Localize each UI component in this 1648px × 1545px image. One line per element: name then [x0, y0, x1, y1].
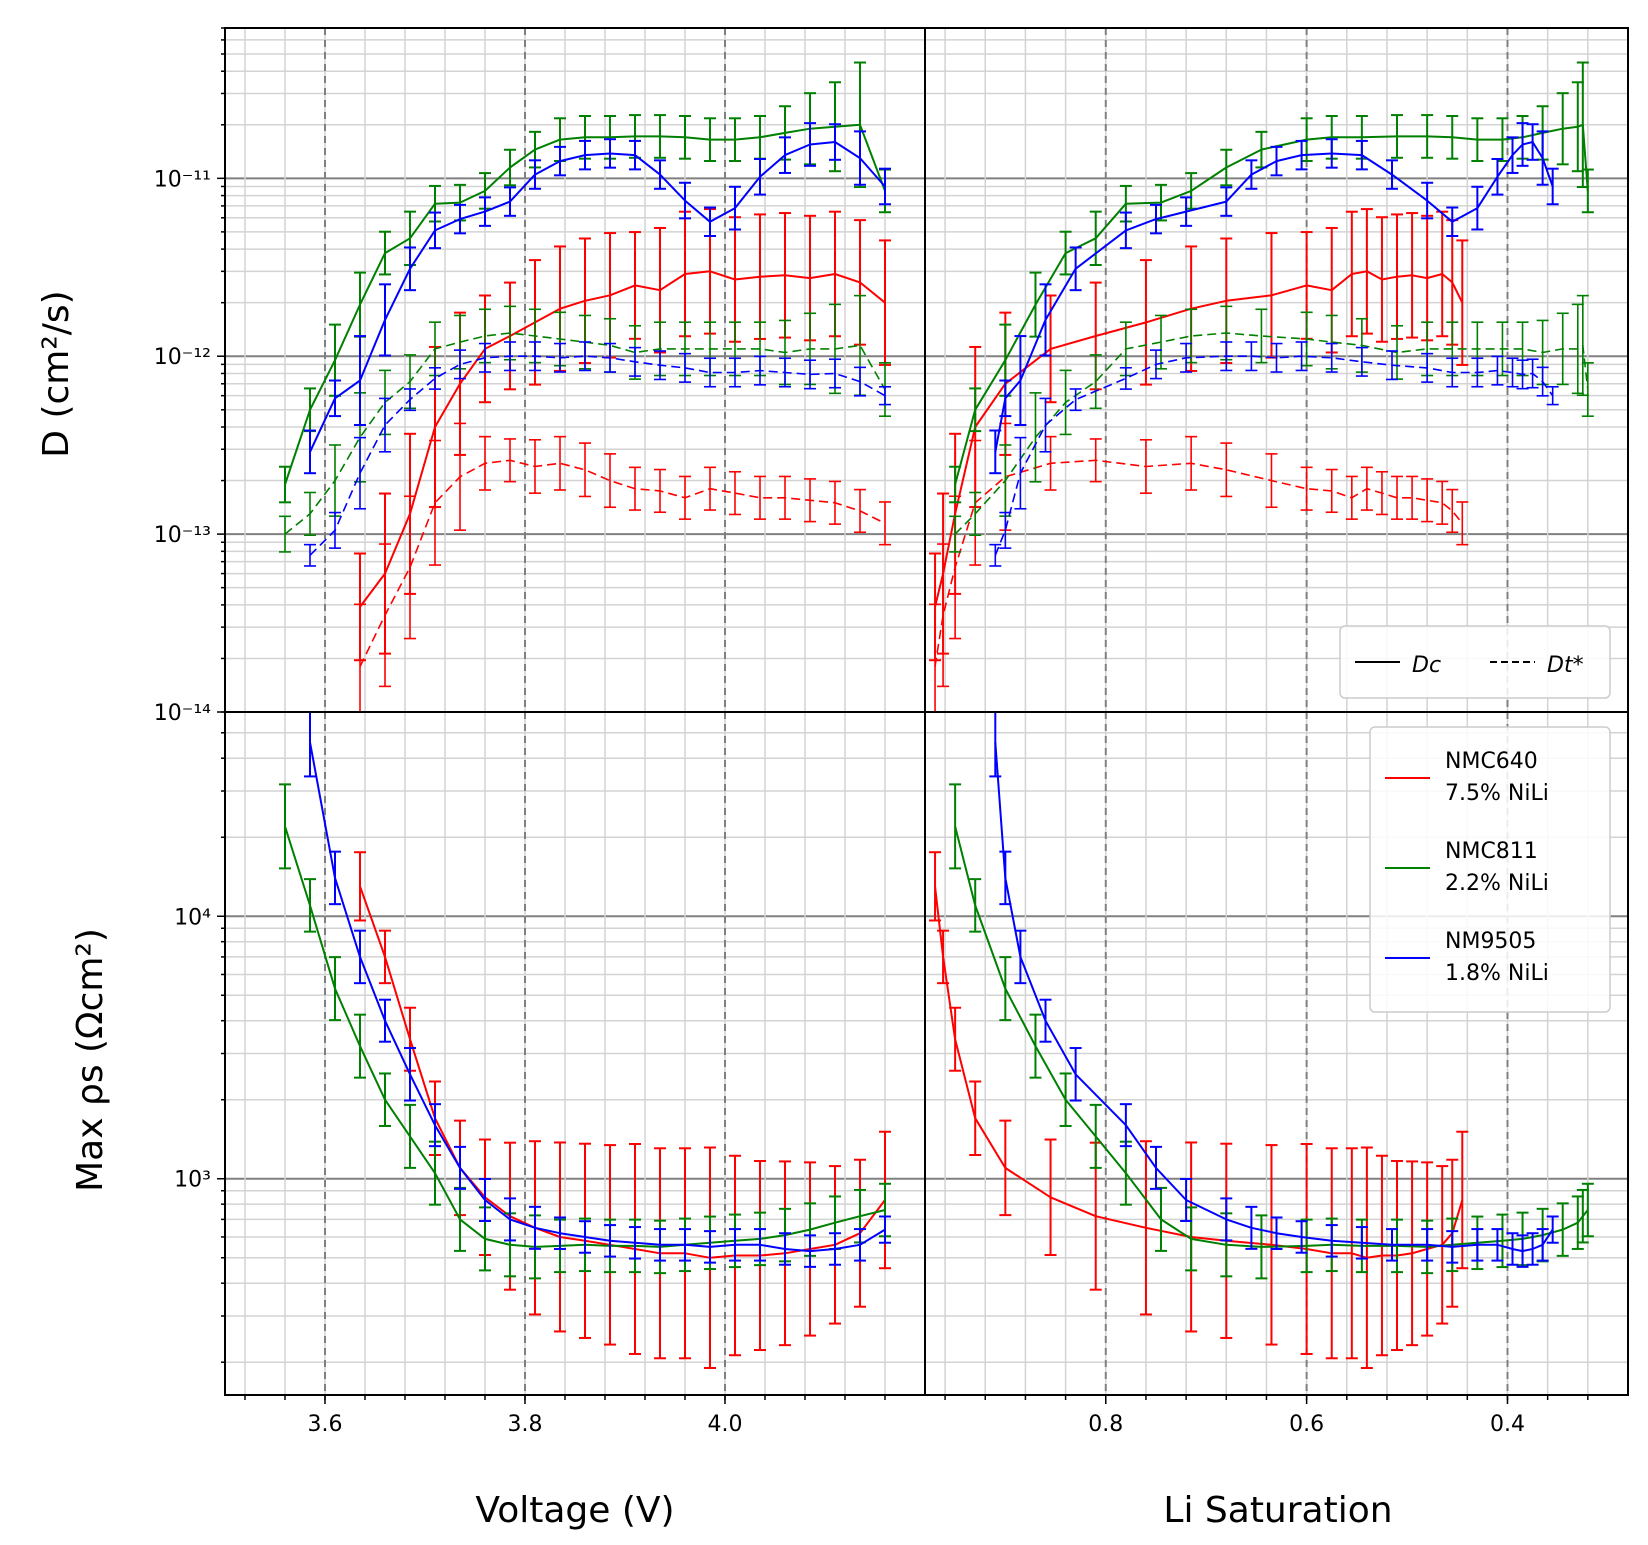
- nm9505-dt-voltage-group: [304, 341, 891, 567]
- nm9505-rho-voltage-line: [309, 742, 886, 1253]
- panel-frame-br: [924, 711, 1629, 1396]
- nmc640-dc-saturation-line: [934, 270, 1464, 608]
- y-tick-label: 10⁻¹⁴: [154, 701, 211, 726]
- x-tick-label: 0.4: [1490, 1412, 1525, 1437]
- legend-label-nmc811: NMC811: [1445, 839, 1538, 864]
- nm9505-rho-saturation-line: [994, 742, 1554, 1253]
- legend-line-styles: Dc Dt*: [1339, 625, 1611, 699]
- nmc640-dt-saturation-line: [934, 459, 1463, 667]
- nmc640-dt-voltage-group: [354, 422, 891, 712]
- x-tick-label: 4.0: [708, 1412, 743, 1437]
- legend-samples-frame: [1369, 726, 1611, 1013]
- plot-layer: 10⁻¹⁴ 10⁻¹³ 10⁻¹² 10⁻¹¹ 10³ 10⁴ 3.6 3.8 4.0 0.8 0.…: [154, 27, 1629, 1437]
- y-tick-label: 10⁻¹³: [154, 523, 211, 548]
- nm9505-dt-saturation-line: [994, 355, 1554, 556]
- y-axis-title-resistivity: Max ρs (Ωcm²): [70, 928, 111, 1192]
- label-layer: D (cm²/s) Max ρs (Ωcm²) Voltage (V) Li S…: [36, 290, 1393, 1531]
- x-axis-title-li-saturation: Li Saturation: [1163, 1490, 1392, 1531]
- legend-sublabel-nmc811: 2.2% NiLi: [1445, 871, 1549, 896]
- y-tick-label: 10⁻¹¹: [154, 167, 211, 192]
- nm9505-dc-voltage-line: [309, 141, 886, 453]
- nm9505-dt-voltage-line: [309, 355, 886, 556]
- x-tick-label: 3.6: [308, 1412, 343, 1437]
- legend-sublabel-nm9505: 1.8% NiLi: [1445, 961, 1549, 986]
- x-tick-label: 0.6: [1289, 1412, 1324, 1437]
- ticks: 10⁻¹⁴ 10⁻¹³ 10⁻¹² 10⁻¹¹ 10³ 10⁴ 3.6 3.8 4.0 0.8 0.…: [154, 27, 1589, 1437]
- legend-sublabel-nmc640: 7.5% NiLi: [1445, 781, 1549, 806]
- legend-dt-label: Dt*: [1547, 653, 1584, 678]
- x-tick-label: 3.8: [508, 1412, 543, 1437]
- nmc640-dc-voltage-line: [359, 270, 886, 608]
- nm9505-rho-voltage-group: [304, 712, 891, 1268]
- legend-dc-label: Dc: [1412, 653, 1441, 678]
- y-tick-label: 10³: [174, 1168, 211, 1193]
- y-tick-label: 10⁻¹²: [154, 345, 211, 370]
- y-tick-label: 10⁴: [174, 905, 211, 930]
- legend-label-nm9505: NM9505: [1445, 929, 1536, 954]
- nm9505-dc-voltage-group: [304, 122, 891, 475]
- x-axis-title-voltage: Voltage (V): [475, 1490, 674, 1531]
- legend-samples: NMC640 7.5% NiLi NMC811 2.2% NiLi NM9505 1.8%…: [1369, 726, 1611, 1013]
- x-tick-label: 0.8: [1088, 1412, 1123, 1437]
- nm9505-dc-saturation-group: [989, 122, 1559, 475]
- nm9505-dt-saturation-group: [989, 341, 1559, 567]
- nm9505-dc-saturation-line: [994, 141, 1554, 453]
- legend-line-styles-frame: [1339, 625, 1611, 699]
- nmc640-dt-voltage-line: [359, 459, 886, 667]
- y-axis-title-diffusivity: D (cm²/s): [36, 290, 77, 457]
- nmc640-dc-voltage-group: [354, 208, 891, 662]
- nm9505-rho-saturation-group: [989, 712, 1559, 1268]
- legend-label-nmc640: NMC640: [1445, 749, 1538, 774]
- grid-layer: [225, 27, 1628, 1395]
